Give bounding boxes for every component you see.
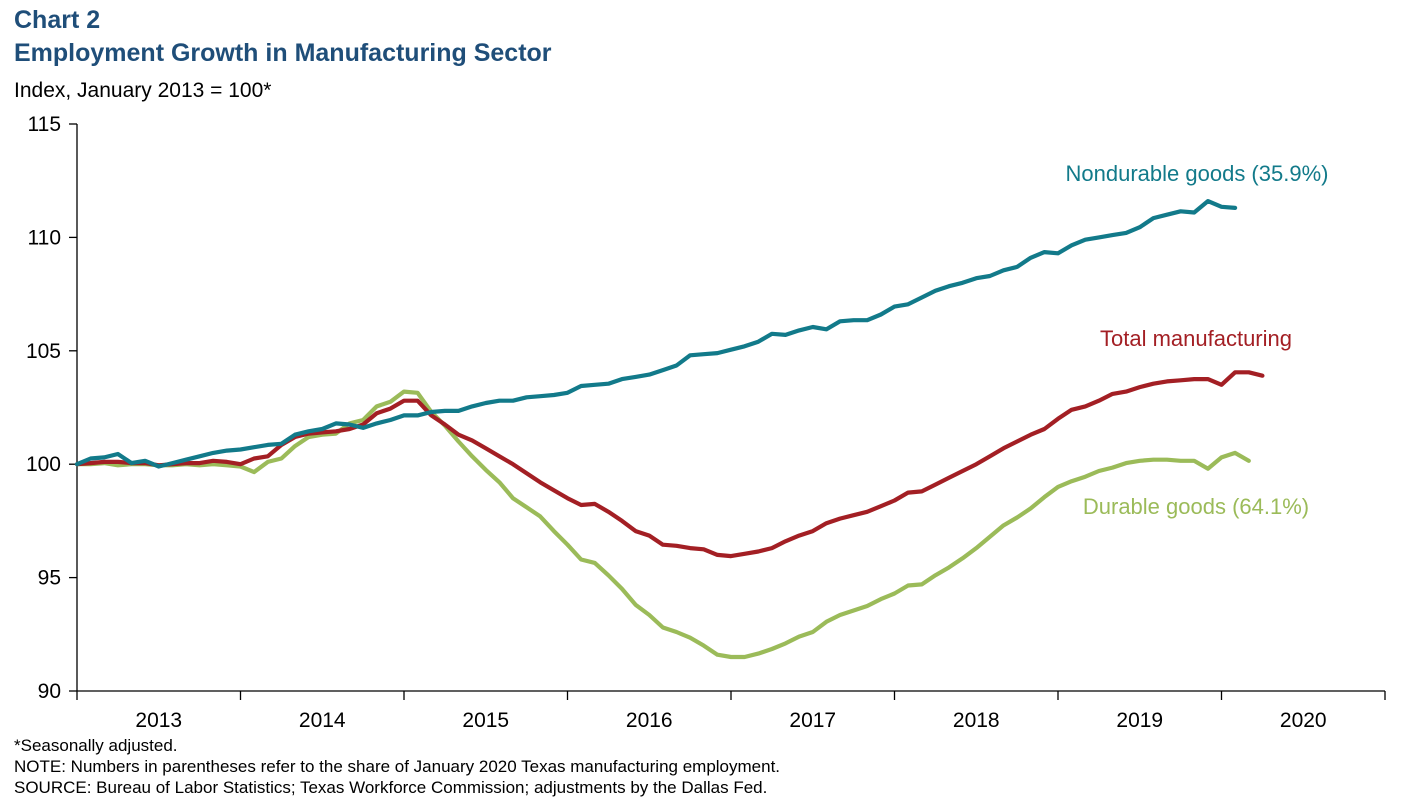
series-label-total-manufacturing: Total manufacturing bbox=[1100, 326, 1292, 351]
x-tick-label: 2020 bbox=[1280, 709, 1327, 732]
series-label-nondurable-goods: Nondurable goods (35.9%) bbox=[1066, 161, 1329, 186]
y-tick-label: 110 bbox=[28, 226, 61, 249]
y-tick-label: 105 bbox=[26, 340, 61, 363]
series-labels: Nondurable goods (35.9%) Total manufactur… bbox=[1066, 161, 1329, 519]
x-tick-label: 2018 bbox=[953, 709, 1000, 732]
series-line-nondurable-goods bbox=[74, 199, 1238, 469]
series-layer bbox=[74, 199, 1265, 660]
y-tick-label: 100 bbox=[26, 453, 61, 476]
x-tick-label: 2017 bbox=[789, 709, 836, 732]
source: SOURCE: Bureau of Labor Statistics; Texa… bbox=[14, 778, 768, 797]
series-label-durable-goods: Durable goods (64.1%) bbox=[1083, 494, 1309, 519]
x-tick-label: 2019 bbox=[1116, 709, 1163, 732]
series-line-total-manufacturing bbox=[74, 370, 1265, 559]
y-tick-label: 90 bbox=[38, 680, 61, 703]
chart-axes: 90 95 100 105 110 115 2013 2014 2015 2016 2017 2018… bbox=[26, 113, 1386, 732]
x-tick-label: 2014 bbox=[299, 709, 346, 732]
x-tick-label: 2015 bbox=[462, 709, 509, 732]
series-line-durable-goods bbox=[74, 389, 1251, 660]
y-tick-label: 115 bbox=[28, 113, 61, 136]
note: NOTE: Numbers in parentheses refer to th… bbox=[14, 757, 781, 776]
y-axis-unit-label: Index, January 2013 = 100* bbox=[14, 79, 272, 102]
chart-number: Chart 2 bbox=[14, 6, 101, 34]
x-tick-label: 2016 bbox=[626, 709, 673, 732]
chart-title: Employment Growth in Manufacturing Secto… bbox=[14, 39, 552, 67]
y-tick-label: 95 bbox=[38, 567, 61, 590]
footnote: *Seasonally adjusted. bbox=[14, 736, 178, 755]
chart-notes: *Seasonally adjusted. NOTE: Numbers in p… bbox=[14, 735, 780, 798]
x-tick-label: 2013 bbox=[135, 709, 182, 732]
